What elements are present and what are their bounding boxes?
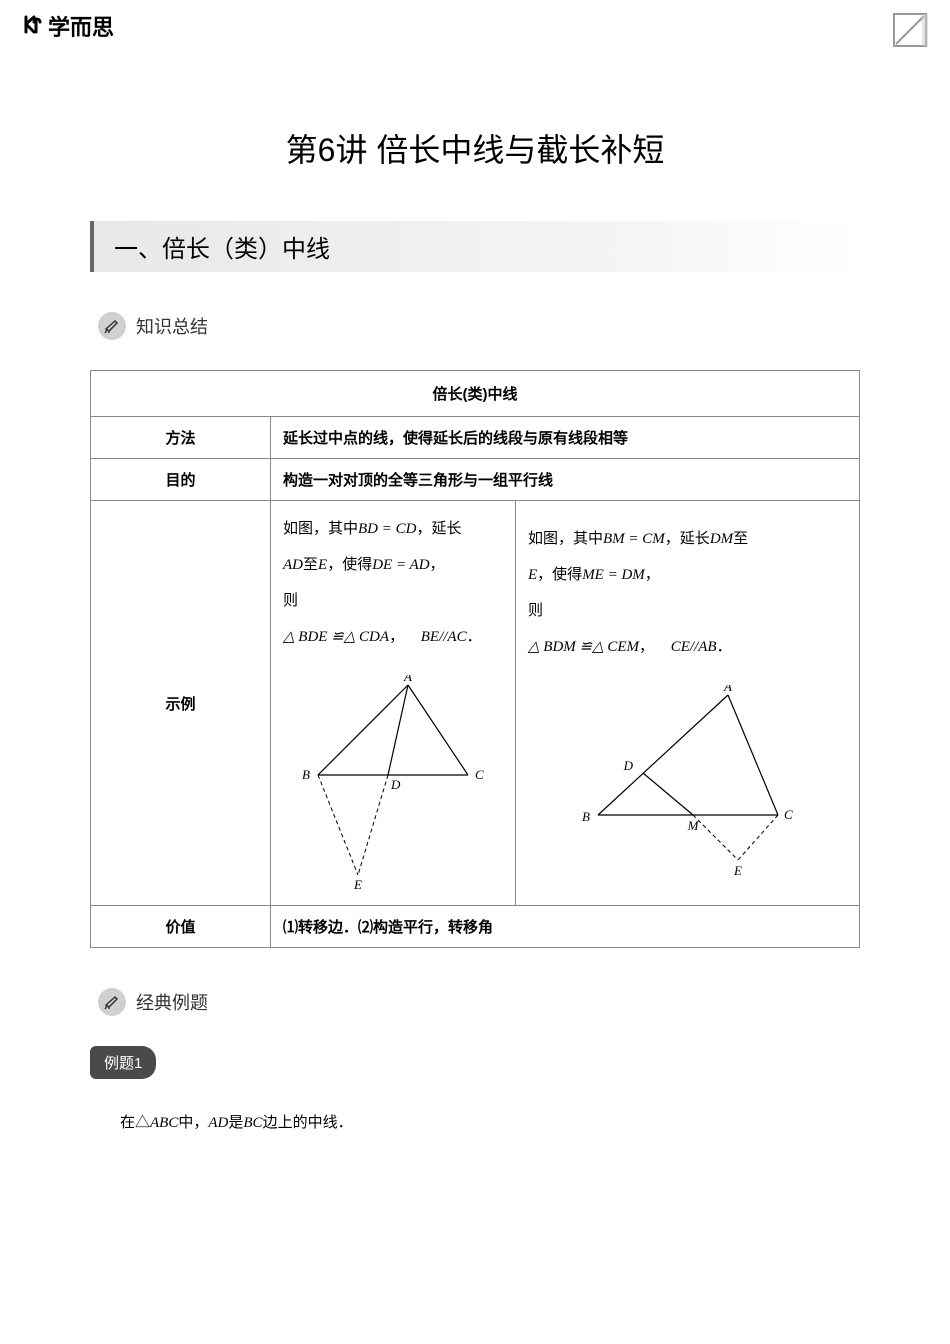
example-left: 如图，其中BD = CD，延长 AD至E，使得DE = AD， 则 △ BDE … — [271, 501, 516, 906]
logo: 学而思 — [20, 10, 114, 42]
subsection-knowledge: 知识总结 — [98, 312, 860, 340]
svg-text:D: D — [390, 777, 401, 792]
content-area: 一、倍长（类）中线 知识总结 倍长(类)中线 方法 延长过中点的线，使得延长后的… — [0, 221, 950, 1137]
svg-text:D: D — [622, 758, 633, 773]
svg-text:C: C — [784, 807, 793, 822]
svg-text:A: A — [403, 675, 412, 684]
table-row: 方法 延长过中点的线，使得延长后的线段与原有线段相等 — [91, 417, 860, 459]
table-row: 示例 如图，其中BD = CD，延长 AD至E，使得DE = AD， 则 △ B… — [91, 501, 860, 906]
method-value: 延长过中点的线，使得延长后的线段与原有线段相等 — [271, 417, 860, 459]
method-label: 方法 — [91, 417, 271, 459]
corner-decoration-icon — [890, 10, 930, 55]
value-value: ⑴转移边．⑵构造平行，转移角 — [271, 906, 860, 948]
table-title: 倍长(类)中线 — [91, 371, 860, 417]
logo-text: 学而思 — [48, 10, 114, 42]
example-1: 例题1 在△ABC中，AD是BC边上的中线． — [90, 1046, 860, 1137]
svg-text:M: M — [686, 818, 699, 833]
svg-text:B: B — [302, 767, 310, 782]
telescope-icon — [98, 988, 126, 1016]
example-left-text: 如图，其中BD = CD，延长 AD至E，使得DE = AD， 则 △ BDE … — [283, 511, 503, 655]
problem-text: 在△ABC中，AD是BC边上的中线． — [120, 1109, 860, 1137]
subsection-examples: 经典例题 — [98, 988, 860, 1016]
examples-label: 示例 — [91, 501, 271, 906]
table-row: 价值 ⑴转移边．⑵构造平行，转移角 — [91, 906, 860, 948]
value-label: 价值 — [91, 906, 271, 948]
example-right: 如图，其中BM = CM，延长DM至 E，使得ME = DM， 则 △ BDM … — [516, 501, 860, 906]
svg-text:A: A — [723, 685, 732, 694]
purpose-label: 目的 — [91, 459, 271, 501]
example-right-text: 如图，其中BM = CM，延长DM至 E，使得ME = DM， 则 △ BDM … — [528, 521, 847, 665]
telescope-icon — [98, 312, 126, 340]
knowledge-table: 倍长(类)中线 方法 延长过中点的线，使得延长后的线段与原有线段相等 目的 构造… — [90, 370, 860, 948]
purpose-value: 构造一对对顶的全等三角形与一组平行线 — [271, 459, 860, 501]
section-heading: 一、倍长（类）中线 — [90, 221, 860, 272]
subsection-knowledge-title: 知识总结 — [136, 313, 208, 339]
diagram-right: A B C D M E — [528, 685, 847, 885]
logo-icon — [20, 14, 44, 38]
document-title: 第6讲 倍长中线与截长补短 — [0, 125, 950, 171]
diagram-left: A B C D E — [283, 675, 503, 895]
svg-text:E: E — [353, 877, 362, 892]
svg-text:E: E — [733, 863, 742, 878]
table-row: 目的 构造一对对顶的全等三角形与一组平行线 — [91, 459, 860, 501]
svg-text:B: B — [582, 809, 590, 824]
example-tag: 例题1 — [90, 1046, 156, 1079]
subsection-examples-title: 经典例题 — [136, 989, 208, 1015]
page-header: 学而思 — [0, 0, 950, 65]
svg-text:C: C — [475, 767, 484, 782]
